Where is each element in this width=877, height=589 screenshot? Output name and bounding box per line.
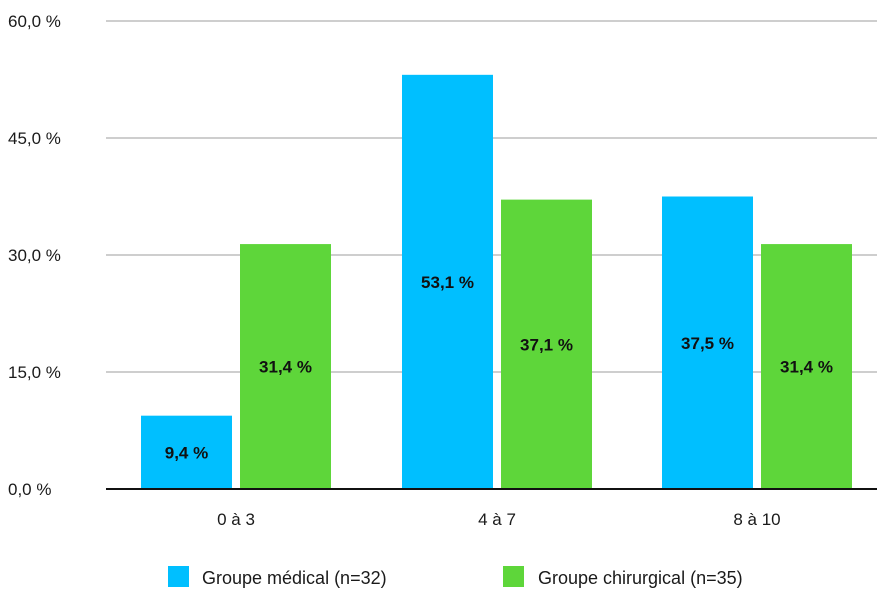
- y-tick-label: 30,0 %: [8, 246, 61, 265]
- y-tick-label: 15,0 %: [8, 363, 61, 382]
- x-axis-categories: 0 à 3 4 à 7 8 à 10: [217, 510, 781, 529]
- data-label: 53,1 %: [421, 273, 474, 292]
- bar-medical-1: [141, 415, 232, 489]
- legend-swatch-surgical: [503, 566, 524, 587]
- data-label: 31,4 %: [780, 358, 833, 377]
- data-label: 37,5 %: [681, 334, 734, 353]
- data-label: 9,4 %: [165, 443, 208, 462]
- legend-swatch-medical: [168, 566, 189, 587]
- bar-surgical-2: [501, 199, 592, 489]
- bar-surgical-1: [240, 244, 331, 489]
- y-tick-label: 45,0 %: [8, 129, 61, 148]
- x-category-label: 0 à 3: [217, 510, 255, 529]
- data-labels: 9,4 % 31,4 % 53,1 % 37,1 % 37,5 % 31,4 %: [165, 273, 833, 462]
- legend: Groupe médical (n=32) Groupe chirurgical…: [168, 566, 743, 588]
- y-axis-ticks: 0,0 % 15,0 % 30,0 % 45,0 % 60,0 %: [8, 12, 61, 499]
- legend-label-surgical: Groupe chirurgical (n=35): [538, 568, 743, 588]
- bar-surgical-3: [761, 244, 852, 489]
- bar-medical-2: [402, 74, 493, 489]
- x-category-label: 8 à 10: [733, 510, 780, 529]
- y-tick-label: 0,0 %: [8, 480, 51, 499]
- x-category-label: 4 à 7: [478, 510, 516, 529]
- bar-medical-3: [662, 196, 753, 489]
- legend-label-medical: Groupe médical (n=32): [202, 568, 387, 588]
- bars: [141, 74, 852, 489]
- data-label: 37,1 %: [520, 335, 573, 354]
- y-tick-label: 60,0 %: [8, 12, 61, 31]
- data-label: 31,4 %: [259, 358, 312, 377]
